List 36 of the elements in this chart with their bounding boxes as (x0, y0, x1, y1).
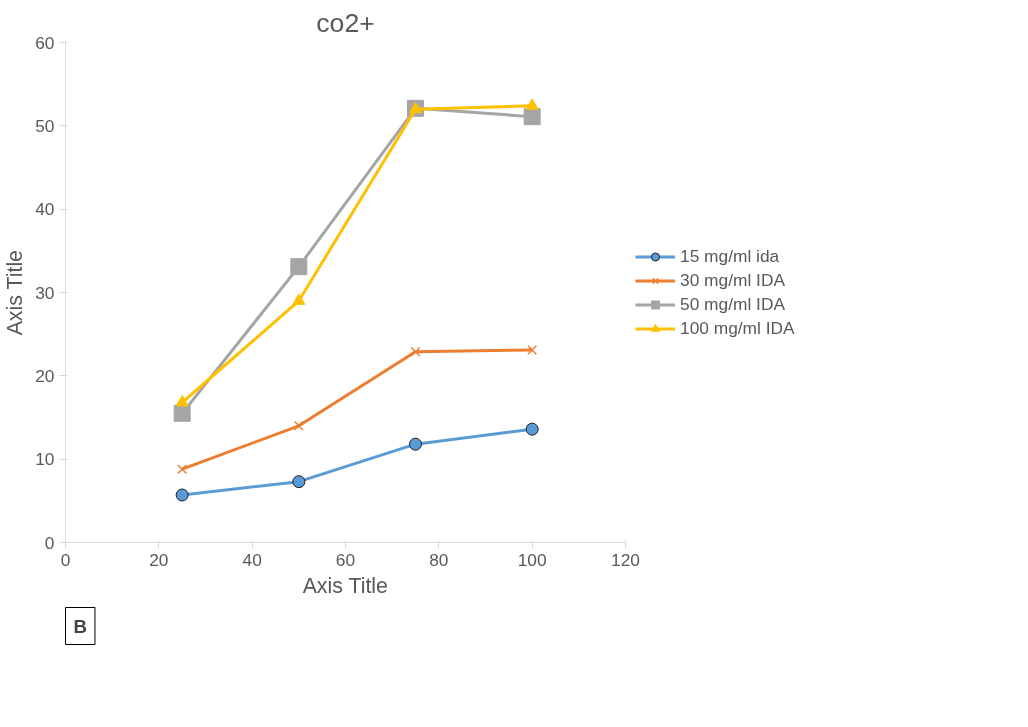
y-tick-label: 40 (35, 199, 55, 220)
legend-label: 100 mg/ml IDA (680, 317, 795, 339)
point (175, 488, 189, 502)
legend-label: 50 mg/ml IDA (680, 293, 785, 315)
y-tick-label: 30 (35, 282, 55, 303)
x-tick-label: 60 (335, 549, 356, 570)
point (173, 404, 191, 422)
y-tick-label: 10 (35, 449, 55, 470)
point (175, 395, 189, 407)
point (525, 422, 539, 436)
y-tick-label: 50 (35, 115, 55, 136)
point (409, 437, 422, 451)
point (177, 464, 188, 475)
point (290, 258, 308, 276)
text: B (73, 615, 87, 637)
y-axis-title: Axis Title (3, 250, 28, 336)
point (410, 346, 421, 357)
legend-label: 30 mg/ml IDA (680, 269, 785, 291)
x-tick-label: 0 (60, 549, 71, 570)
x-tick-label: 20 (149, 549, 169, 570)
y-tick-label: 0 (44, 532, 55, 553)
x-tick-label: 80 (429, 549, 449, 570)
point (527, 345, 538, 355)
point (292, 293, 306, 305)
x-axis-title: Axis Title (302, 573, 388, 598)
x-tick-label: 100 (517, 549, 547, 570)
y-tick-label: 60 (35, 32, 55, 53)
point (292, 475, 306, 489)
x-tick-label: 40 (242, 549, 262, 570)
point (525, 98, 539, 110)
x-tick-label: 120 (611, 549, 640, 570)
point (523, 108, 541, 126)
legend-label: 15 mg/ml ida (680, 245, 780, 267)
chart-title: co2+ (316, 7, 375, 38)
point (293, 420, 304, 431)
y-tick-label: 20 (35, 365, 55, 386)
